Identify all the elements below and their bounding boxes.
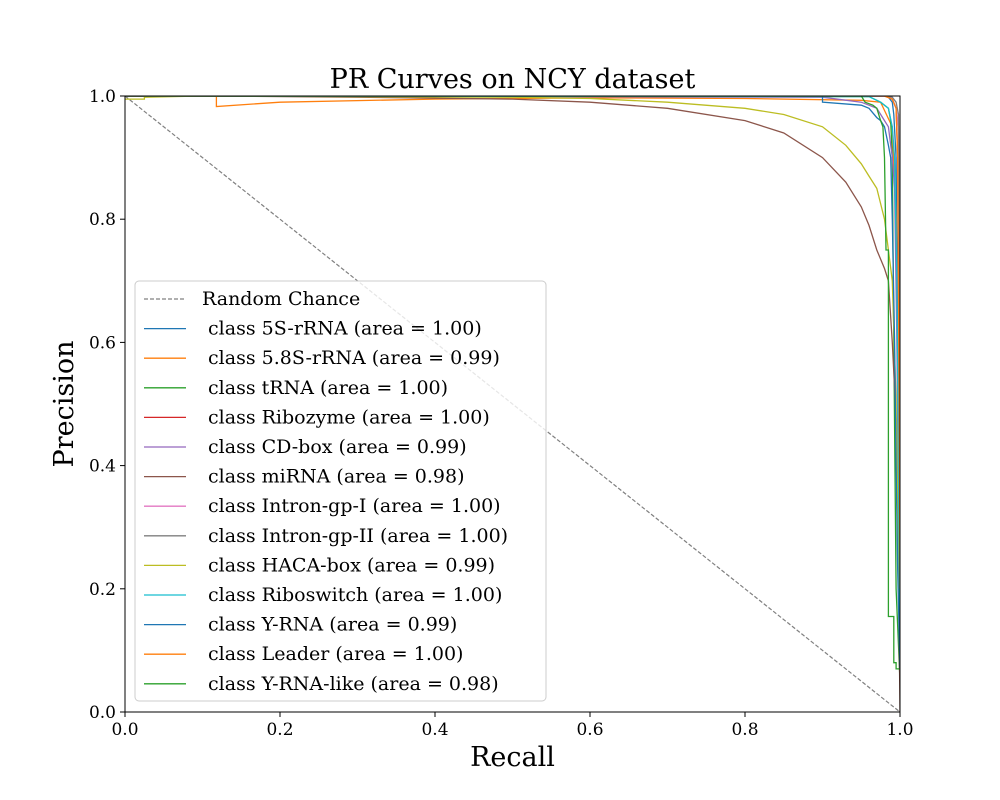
legend-label: class HACA-box (area = 0.99) — [202, 554, 495, 576]
legend-label: class Intron-gp-II (area = 1.00) — [202, 525, 508, 547]
y-tick-label: 0.8 — [89, 210, 116, 230]
legend: Random Chance class 5S-rRNA (area = 1.00… — [134, 280, 547, 702]
pr-curve-series-9 — [125, 96, 900, 651]
x-tick-label: 0.6 — [576, 720, 603, 740]
legend-label: class Y-RNA-like (area = 0.98) — [202, 673, 499, 695]
x-axis-label: Recall — [470, 742, 555, 773]
legend-entry: class tRNA (area = 1.00) — [144, 377, 448, 399]
pr-curve-series-11 — [125, 96, 900, 589]
legend-entry: class Intron-gp-II (area = 1.00) — [144, 525, 508, 547]
legend-entry: class 5.8S-rRNA (area = 0.99) — [144, 347, 500, 369]
legend-entry: class 5S-rRNA (area = 1.00) — [144, 318, 482, 340]
plot-area — [124, 95, 901, 713]
legend-label: class 5S-rRNA (area = 1.00) — [202, 318, 482, 340]
legend-label: class Intron-gp-I (area = 1.00) — [202, 495, 501, 517]
legend-label: class miRNA (area = 0.98) — [202, 466, 465, 488]
legend-entry: class miRNA (area = 0.98) — [144, 466, 465, 488]
pr-curve-series-10 — [125, 96, 900, 669]
legend-entry: Random Chance — [144, 288, 360, 310]
legend-entry: class Ribozyme (area = 1.00) — [144, 406, 490, 428]
legend-box — [134, 280, 547, 702]
legend-label: class Riboswitch (area = 1.00) — [202, 584, 502, 606]
legend-label: class CD-box (area = 0.99) — [202, 436, 467, 458]
legend-label: class Leader (area = 1.00) — [202, 643, 463, 665]
legend-entry: class CD-box (area = 0.99) — [144, 436, 467, 458]
y-tick-label: 1.0 — [89, 87, 116, 107]
y-tick-label: 0.6 — [89, 333, 116, 353]
legend-entry: class HACA-box (area = 0.99) — [144, 554, 495, 576]
x-tick-label: 0.8 — [731, 720, 758, 740]
x-tick-label: 0.0 — [111, 720, 138, 740]
y-axis-ticks: 0.0 0.2 0.4 0.6 0.8 1.0 — [89, 87, 125, 723]
legend-label: class Y-RNA (area = 0.99) — [202, 614, 457, 636]
pr-curve-series-8 — [125, 96, 900, 651]
x-tick-label: 0.4 — [421, 720, 448, 740]
y-tick-label: 0.0 — [89, 703, 116, 723]
pr-curve-series-5 — [125, 96, 900, 712]
legend-entry: class Leader (area = 1.00) — [144, 643, 463, 665]
y-tick-label: 0.2 — [89, 580, 116, 600]
pr-curve-series-7 — [125, 96, 900, 343]
legend-label: Random Chance — [202, 288, 360, 310]
chart-title: PR Curves on NCY dataset — [330, 64, 696, 95]
legend-label: class Ribozyme (area = 1.00) — [202, 406, 490, 428]
pr-curve-series-4 — [125, 96, 900, 651]
x-axis-ticks: 0.0 0.2 0.4 0.6 0.8 1.0 — [111, 712, 914, 740]
y-tick-label: 0.4 — [89, 457, 116, 477]
pr-curve-series-12 — [125, 96, 900, 670]
x-tick-label: 0.2 — [266, 720, 293, 740]
plot-frame — [124, 95, 901, 713]
legend-entry: class Y-RNA (area = 0.99) — [144, 614, 457, 636]
legend-entry: class Intron-gp-I (area = 1.00) — [144, 495, 501, 517]
legend-entry: class Y-RNA-like (area = 0.98) — [144, 673, 499, 695]
y-axis-label: Precision — [49, 341, 80, 468]
legend-label: class 5.8S-rRNA (area = 0.99) — [202, 347, 500, 369]
x-tick-label: 1.0 — [886, 720, 913, 740]
legend-entry: class Riboswitch (area = 1.00) — [144, 584, 502, 606]
legend-label: class tRNA (area = 1.00) — [202, 377, 448, 399]
